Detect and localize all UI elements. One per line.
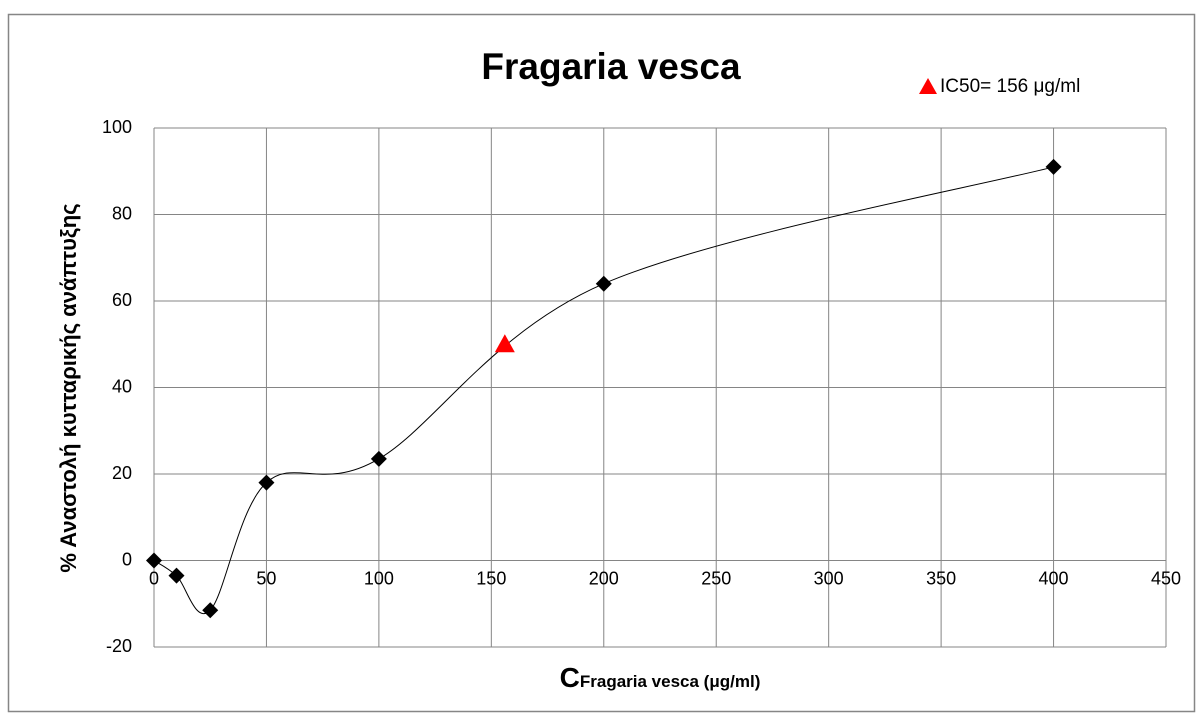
marker bbox=[1045, 158, 1062, 175]
x-tick-label: 450 bbox=[1151, 568, 1181, 588]
x-tick-label: 0 bbox=[149, 568, 159, 588]
chart-title: Fragaria vesca bbox=[481, 46, 741, 87]
y-tick-label: 0 bbox=[122, 549, 132, 569]
x-tick-label: 350 bbox=[926, 568, 956, 588]
x-tick-label: 200 bbox=[589, 568, 619, 588]
x-axis-label-subscript: Fragaria vesca (μg/ml) bbox=[580, 672, 760, 691]
x-tick-label: 400 bbox=[1039, 568, 1069, 588]
curve bbox=[153, 166, 1054, 614]
y-tick-label: 60 bbox=[112, 290, 132, 310]
marker bbox=[370, 450, 387, 467]
legend-label: IC50= 156 μg/ml bbox=[940, 76, 1080, 97]
x-tick-label: 50 bbox=[256, 568, 276, 588]
y-tick-label: -20 bbox=[106, 636, 132, 656]
chart-frame bbox=[7, 13, 1196, 713]
y-tick-label: 100 bbox=[102, 117, 132, 137]
marker bbox=[258, 474, 275, 491]
x-axis-label-main: C bbox=[560, 662, 580, 693]
marker bbox=[595, 275, 612, 292]
legend-marker bbox=[919, 78, 937, 94]
x-tick-label: 300 bbox=[814, 568, 844, 588]
marker bbox=[146, 552, 162, 569]
y-axis-label: % Αναστολή κυτταρικής ανάπτυξης bbox=[56, 203, 81, 572]
marker bbox=[494, 334, 515, 353]
marker bbox=[202, 602, 219, 619]
marker bbox=[168, 567, 185, 584]
y-tick-label: 40 bbox=[112, 376, 132, 396]
y-tick-label: 80 bbox=[112, 203, 132, 223]
y-tick-label: 20 bbox=[112, 463, 132, 483]
x-tick-label: 100 bbox=[364, 568, 394, 588]
x-tick-label: 150 bbox=[476, 568, 506, 588]
x-axis-label: CFragaria vesca (μg/ml) bbox=[560, 662, 761, 693]
x-tick-label: 250 bbox=[701, 568, 731, 588]
